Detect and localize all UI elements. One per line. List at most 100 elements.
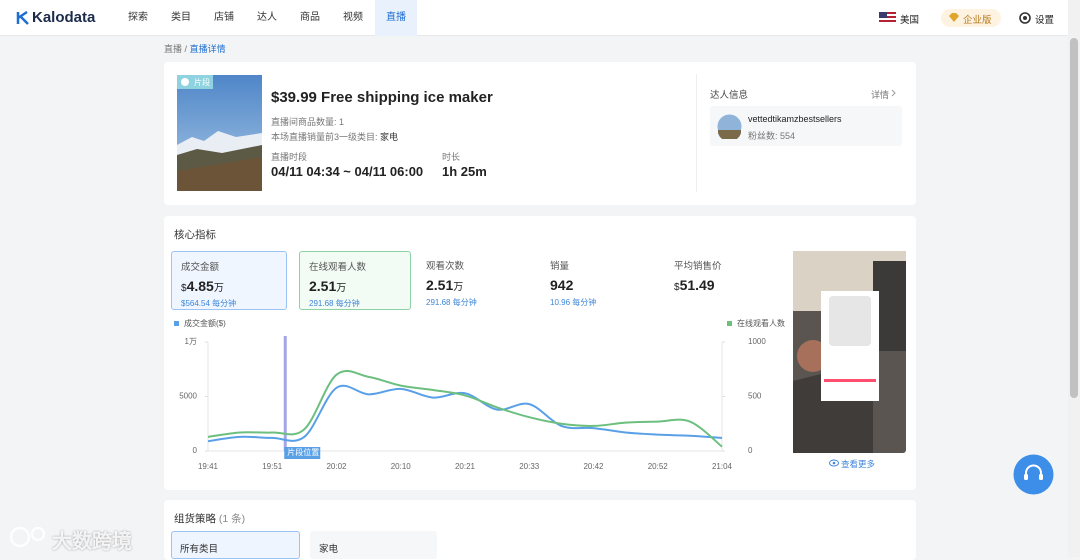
fans: 粉丝数: 554 <box>748 131 796 141</box>
value: 2.51 <box>426 277 454 293</box>
live-title: $39.99 Free shipping ice maker <box>271 89 493 106</box>
annotation-band <box>283 336 287 451</box>
x-tick-label: 21:04 <box>712 462 733 471</box>
logo-icon <box>16 11 29 25</box>
avatar <box>717 114 742 139</box>
product-count: 直播间商品数量: 1 <box>271 117 345 127</box>
x-tick-label: 20:33 <box>519 462 540 471</box>
legend-label: 成交金额($) <box>184 318 226 328</box>
unit: 万 <box>336 283 347 294</box>
video-more[interactable]: 查看更多 <box>841 459 876 469</box>
creator-detail[interactable]: 详情 <box>871 90 890 100</box>
metric: 成交金额 $4.85万 $564.54 每分钟 <box>171 251 287 310</box>
scrollbar <box>1068 0 1080 557</box>
legend-swatch <box>174 321 179 326</box>
badge: 片段 <box>194 78 210 87</box>
tab[interactable]: 所有类目 <box>180 544 219 555</box>
chart: 0 5000 1万 0 500 1000 19:41 19:51 20:02 20:10 20:21… <box>174 318 785 471</box>
value: 942 <box>550 277 574 293</box>
settings[interactable]: 设置 <box>1035 15 1055 26</box>
breadcrumb: 直播 / 直播详情 <box>164 42 226 55</box>
region[interactable]: 美国 <box>900 15 920 26</box>
x-tick-label: 20:10 <box>391 462 412 471</box>
top-category: 本场直播销量前3一级类目: 家电 <box>271 130 398 143</box>
x-tick-label: 20:02 <box>326 462 347 471</box>
x-tick-label: 19:41 <box>198 462 219 471</box>
metric-value: $51.49 <box>674 277 772 293</box>
plan[interactable]: 企业版 <box>963 15 992 26</box>
plan-icon <box>949 13 959 22</box>
nav-item[interactable]: 视频 <box>343 12 363 23</box>
metric-rate: 291.68 每分钟 <box>309 299 360 308</box>
support-button[interactable] <box>1013 454 1054 495</box>
y2-tick-label: 0 <box>748 446 753 455</box>
settings-icon <box>1019 12 1031 24</box>
unit: 万 <box>213 283 224 294</box>
metric: 平均销售价 $51.49 <box>665 251 781 310</box>
label: 本场直播销量前3一级类目: <box>271 132 378 142</box>
nav-item[interactable]: 探索 <box>128 12 148 23</box>
annotation: 片段位置 <box>287 447 319 457</box>
count: (1 条) <box>218 513 246 525</box>
legend-swatch <box>727 321 732 326</box>
nav-item[interactable]: 达人 <box>257 12 277 23</box>
x-tick-label: 20:52 <box>648 462 669 471</box>
logo: Kalodata <box>32 9 96 26</box>
strategy-heading: 组货策略 (1 条) <box>174 511 245 526</box>
value: 4.85 <box>186 278 214 294</box>
x-tick-label: 20:42 <box>583 462 604 471</box>
metric-value: 2.51万 <box>426 277 524 293</box>
metric-value: 2.51万 <box>309 278 401 294</box>
crumb-sep: / <box>184 44 188 54</box>
metric-value: 942 <box>550 277 648 293</box>
metric-label: 成交金额 <box>181 262 220 273</box>
line <box>207 384 723 443</box>
metric-label: 销量 <box>550 261 570 272</box>
chevron <box>891 89 896 97</box>
watermark-logo <box>9 526 46 548</box>
creator-name[interactable]: vettedtikamzbestsellers <box>748 114 842 124</box>
period-label: 直播时段 <box>271 152 308 162</box>
value: 2.51 <box>309 278 337 294</box>
x-tick-label: 20:21 <box>455 462 476 471</box>
duration: 1h 25m <box>442 164 487 179</box>
duration-label: 时长 <box>442 152 461 162</box>
nav-item[interactable]: 商品 <box>300 12 320 23</box>
crumb[interactable]: 直播 <box>164 44 183 54</box>
thumbnail <box>177 75 262 191</box>
line <box>207 370 723 448</box>
crumb: 直播详情 <box>189 44 226 54</box>
metric-rate: 291.68 每分钟 <box>426 298 477 307</box>
period: 04/11 04:34 ~ 04/11 06:00 <box>271 164 424 179</box>
top-nav: Kalodata 探索 类目 店铺 达人 商品 视频 直播 美国 企业版 设置 <box>0 0 1068 36</box>
video-preview[interactable] <box>793 251 906 453</box>
nav-item[interactable]: 店铺 <box>214 12 234 23</box>
metric-value: $4.85万 <box>181 278 277 294</box>
nav-item[interactable]: 类目 <box>171 12 191 23</box>
nav-item[interactable]: 直播 <box>375 0 417 36</box>
y-tick-label: 1万 <box>185 337 197 346</box>
y-tick-label: 0 <box>193 446 198 455</box>
legend-label: 在线观看人数 <box>737 318 785 328</box>
prefix: $ <box>181 283 187 294</box>
metrics-card: 核心指标 <box>164 216 916 490</box>
metric-label: 平均销售价 <box>674 261 722 272</box>
live-card: 片段 $39.99 Free shipping ice maker 直播间商品数… <box>164 62 916 205</box>
x-tick-label: 19:51 <box>262 462 283 471</box>
watermark: 大数跨境 <box>52 531 132 553</box>
prefix: $ <box>674 282 680 293</box>
metrics-heading: 核心指标 <box>174 229 216 241</box>
metric-rate: $564.54 每分钟 <box>181 299 237 308</box>
metric: 销量 942 10.96 每分钟 <box>541 251 657 310</box>
metric-label: 在线观看人数 <box>309 262 367 273</box>
tab[interactable]: 家电 <box>319 544 339 555</box>
creator-heading: 达人信息 <box>710 90 749 101</box>
metric-label: 观看次数 <box>426 261 465 272</box>
heading: 组货策略 <box>174 513 216 525</box>
annotation-bg <box>284 447 321 459</box>
flag <box>879 12 896 24</box>
strategy-card: 组货策略 (1 条) 所有类目 家电 <box>164 500 916 560</box>
metric-rate: 10.96 每分钟 <box>550 298 597 307</box>
unit: 万 <box>453 282 464 293</box>
